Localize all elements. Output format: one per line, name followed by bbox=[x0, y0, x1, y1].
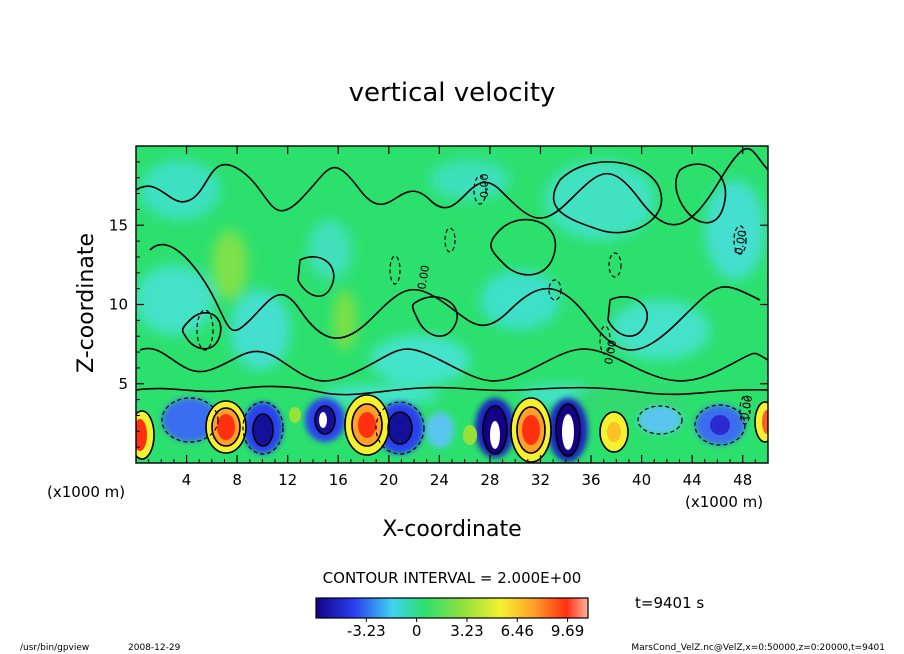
colorbar-tick-label: -3.23 bbox=[347, 622, 386, 640]
colorbar-ticks: -3.23 0 3.23 6.46 9.69 bbox=[347, 618, 584, 640]
time-label: t=9401 s bbox=[635, 594, 704, 612]
colorbar-tick-label: 3.23 bbox=[450, 622, 483, 640]
footer-program: /usr/bin/gpview bbox=[20, 643, 89, 653]
downdraft-cores bbox=[253, 404, 730, 456]
x-tick-label: 12 bbox=[278, 471, 297, 489]
x-tick-label: 4 bbox=[182, 471, 192, 489]
x-tick-label: 40 bbox=[632, 471, 651, 489]
x-unit-right: (x1000 m) bbox=[685, 493, 763, 511]
x-tick-label: 20 bbox=[379, 471, 398, 489]
x-axis-label: X-coordinate bbox=[382, 517, 521, 542]
colorbar-tick-label: 6.46 bbox=[501, 622, 534, 640]
plot-field: 0.00 0.00 0.00 0.00 0.00 bbox=[136, 146, 768, 463]
contour-label: 0.00 bbox=[602, 339, 619, 365]
footer-source: MarsCond_VelZ.nc@VelZ,x=0:50000,z=0:2000… bbox=[631, 643, 885, 653]
x-tick-label: 16 bbox=[329, 471, 348, 489]
colorbar-tick-label: 0 bbox=[412, 622, 422, 640]
y-axis-label: Z-coordinate bbox=[74, 233, 99, 373]
y-tick-label: 10 bbox=[109, 296, 128, 314]
y-tick-label: 15 bbox=[109, 216, 128, 234]
contour-label: 0.00 bbox=[415, 264, 432, 290]
contour-label: 0.00 bbox=[478, 174, 491, 199]
contour-label-group: 0.00 0.00 0.00 0.00 0.00 bbox=[415, 174, 755, 421]
colorbar-tick-label: 9.69 bbox=[551, 622, 584, 640]
contour-label: 0.00 bbox=[738, 394, 755, 420]
x-tick-label: 24 bbox=[430, 471, 449, 489]
y-axis: 5 10 15 bbox=[109, 161, 768, 448]
contour-label: 0.00 bbox=[732, 229, 749, 255]
x-tick-label: 36 bbox=[581, 471, 600, 489]
negative-contours bbox=[161, 175, 751, 455]
y-tick-label: 5 bbox=[118, 375, 128, 393]
x-tick-label: 32 bbox=[531, 471, 550, 489]
contour-interval: CONTOUR INTERVAL = 2.000E+00 bbox=[323, 569, 582, 587]
x-axis: 4 8 12 16 20 24 28 32 36 40 44 48 bbox=[148, 146, 769, 489]
x-unit-left: (x1000 m) bbox=[47, 483, 125, 501]
x-tick-label: 44 bbox=[683, 471, 702, 489]
chart-title: vertical velocity bbox=[349, 78, 556, 108]
colorbar bbox=[315, 597, 589, 619]
footer-date: 2008-12-29 bbox=[128, 643, 181, 653]
x-tick-label: 8 bbox=[232, 471, 242, 489]
x-tick-label: 28 bbox=[480, 471, 499, 489]
x-tick-label: 48 bbox=[733, 471, 752, 489]
contour-lines bbox=[136, 147, 768, 463]
